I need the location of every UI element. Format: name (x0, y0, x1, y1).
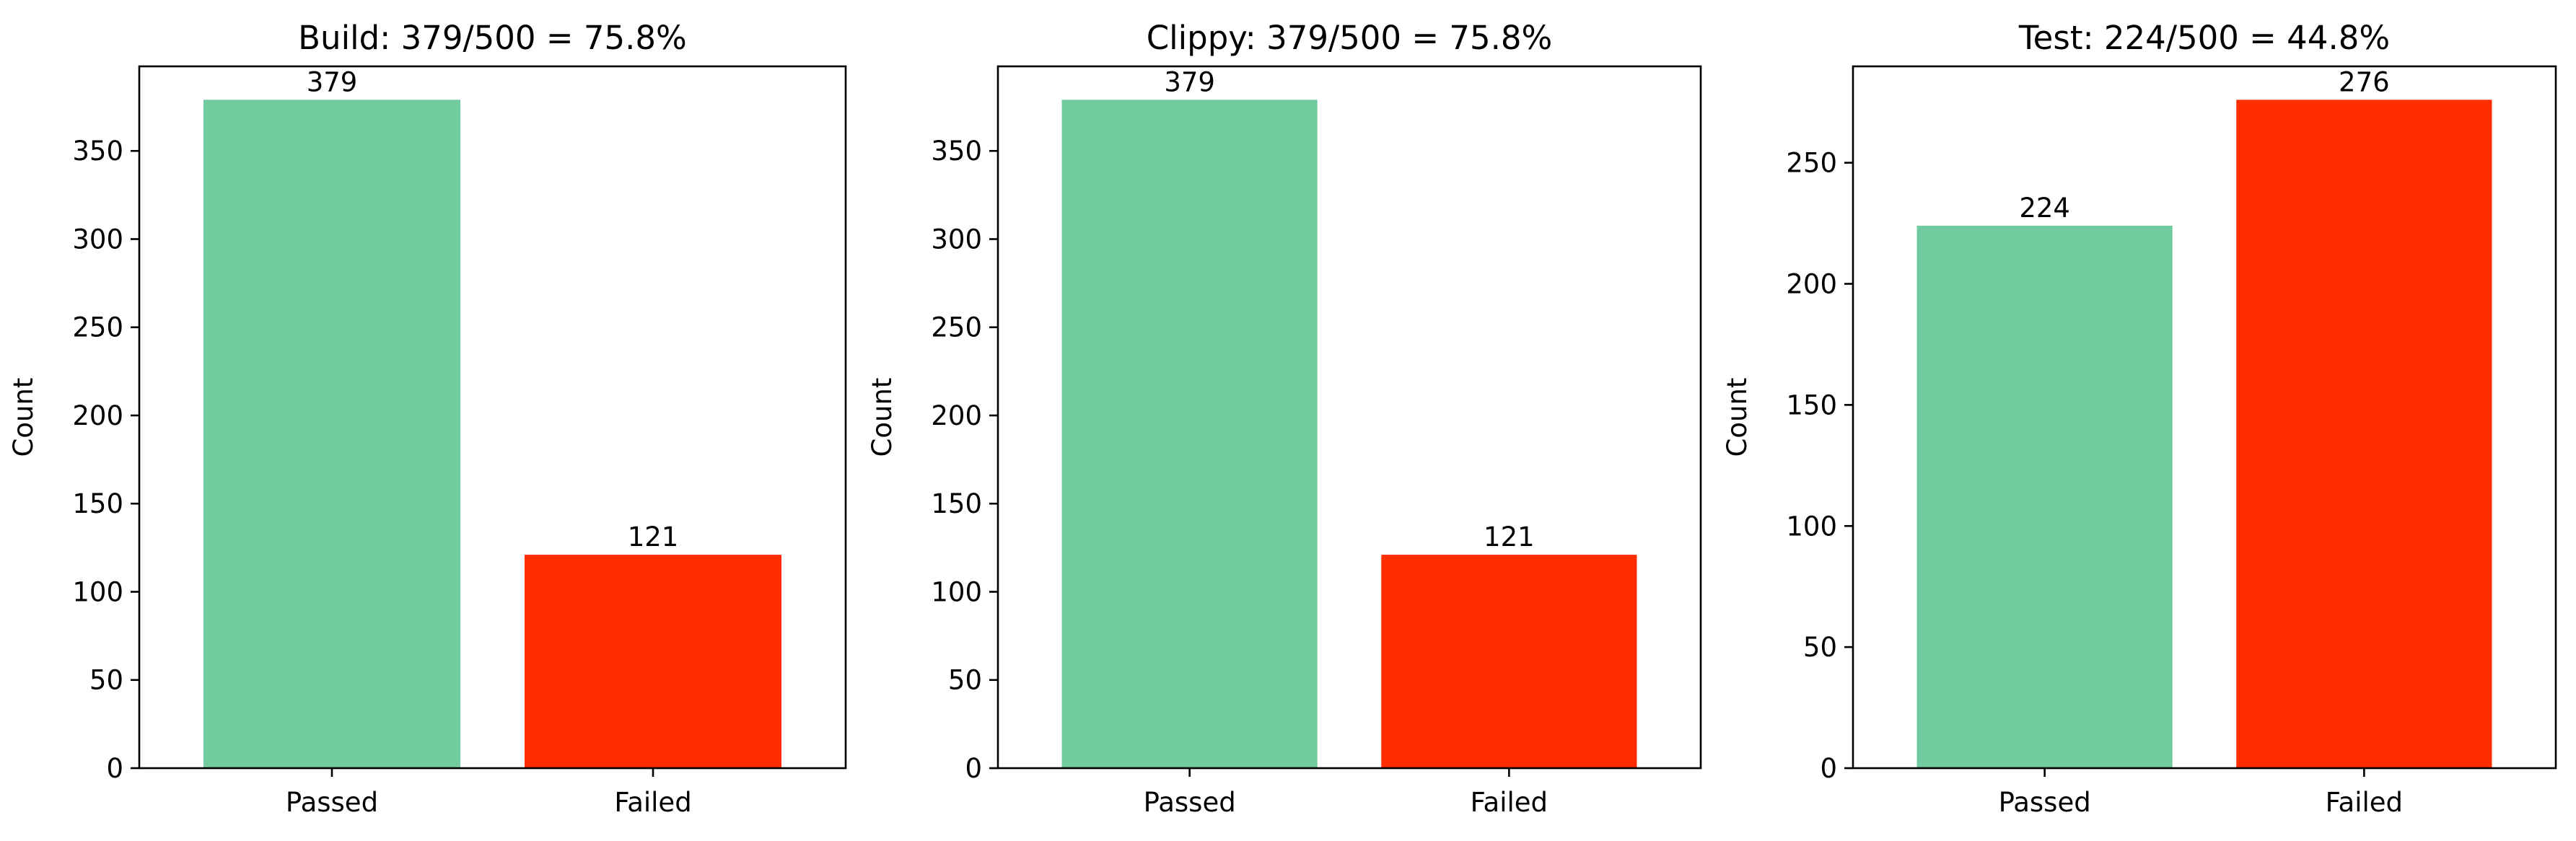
y-axis-label: Count (867, 378, 898, 457)
bar-value-label: 379 (1164, 66, 1215, 97)
chart-title: Test: 224/500 = 44.8% (2018, 19, 2390, 57)
bar-passed (1061, 100, 1318, 769)
y-tick-label: 300 (931, 224, 982, 255)
x-tick-label: Passed (1144, 787, 1236, 818)
x-tick-label: Failed (1471, 787, 1548, 818)
bar-value-label: 121 (628, 521, 679, 552)
y-tick-label: 150 (1786, 389, 1837, 420)
bar-passed (1916, 225, 2173, 768)
bar-failed (2236, 100, 2492, 769)
y-axis-label: Count (1722, 378, 1753, 457)
x-axis: Passed Failed (286, 768, 692, 818)
y-tick-label: 100 (72, 576, 123, 607)
y-axis: 0 50 100 150 200 250 300 350 (72, 136, 139, 784)
y-tick-label: 250 (72, 312, 123, 343)
bars: 379 121 (1061, 66, 1637, 769)
x-tick-label: Failed (2326, 787, 2403, 818)
y-tick-label: 200 (1786, 269, 1837, 300)
x-tick-label: Failed (614, 787, 691, 818)
y-tick-label: 200 (931, 400, 982, 431)
y-tick-label: 0 (1820, 753, 1837, 784)
bar-value-label: 276 (2339, 66, 2390, 97)
bar-failed (1381, 555, 1637, 768)
bar-value-label: 224 (2019, 193, 2070, 224)
y-axis: 0 50 100 150 200 250 (1786, 148, 1853, 784)
y-tick-label: 150 (931, 488, 982, 519)
bar-passed (203, 100, 460, 769)
y-tick-label: 250 (931, 312, 982, 343)
y-tick-label: 250 (1786, 148, 1837, 179)
y-tick-label: 50 (948, 665, 982, 696)
x-tick-label: Passed (286, 787, 378, 818)
y-tick-label: 50 (1803, 632, 1837, 663)
y-axis: 0 50 100 150 200 250 300 350 (931, 136, 998, 784)
y-tick-label: 50 (89, 665, 123, 696)
bar-value-label: 379 (307, 66, 358, 97)
y-tick-label: 200 (72, 400, 123, 431)
subplot-clippy: Clippy: 379/500 = 75.8% Count 0 50 100 150 2… (867, 19, 1702, 818)
subplot-build: Build: 379/500 = 75.8% Count 0 50 100 150 20… (8, 19, 847, 818)
bar-failed (525, 555, 781, 768)
bars: 379 121 (203, 66, 781, 769)
chart-title: Clippy: 379/500 = 75.8% (1147, 19, 1553, 57)
y-tick-label: 350 (931, 136, 982, 167)
x-tick-label: Passed (1999, 787, 2091, 818)
plot-frame (138, 65, 847, 770)
bar-value-label: 121 (1484, 521, 1535, 552)
plot-frame (996, 65, 1702, 770)
plot-frame (1852, 65, 2557, 770)
y-tick-label: 350 (72, 136, 123, 167)
y-tick-label: 100 (1786, 511, 1837, 542)
y-tick-label: 100 (931, 576, 982, 607)
y-tick-label: 150 (72, 488, 123, 519)
y-tick-label: 300 (72, 224, 123, 255)
y-tick-label: 0 (106, 753, 123, 784)
y-tick-label: 0 (965, 753, 982, 784)
x-axis: Passed Failed (1144, 768, 1548, 818)
bars: 224 276 (1916, 66, 2492, 769)
x-axis: Passed Failed (1999, 768, 2403, 818)
subplot-test: Test: 224/500 = 44.8% Count 0 50 100 150 200… (1722, 19, 2557, 818)
chart-title: Build: 379/500 = 75.8% (298, 19, 687, 57)
y-axis-label: Count (8, 378, 39, 457)
